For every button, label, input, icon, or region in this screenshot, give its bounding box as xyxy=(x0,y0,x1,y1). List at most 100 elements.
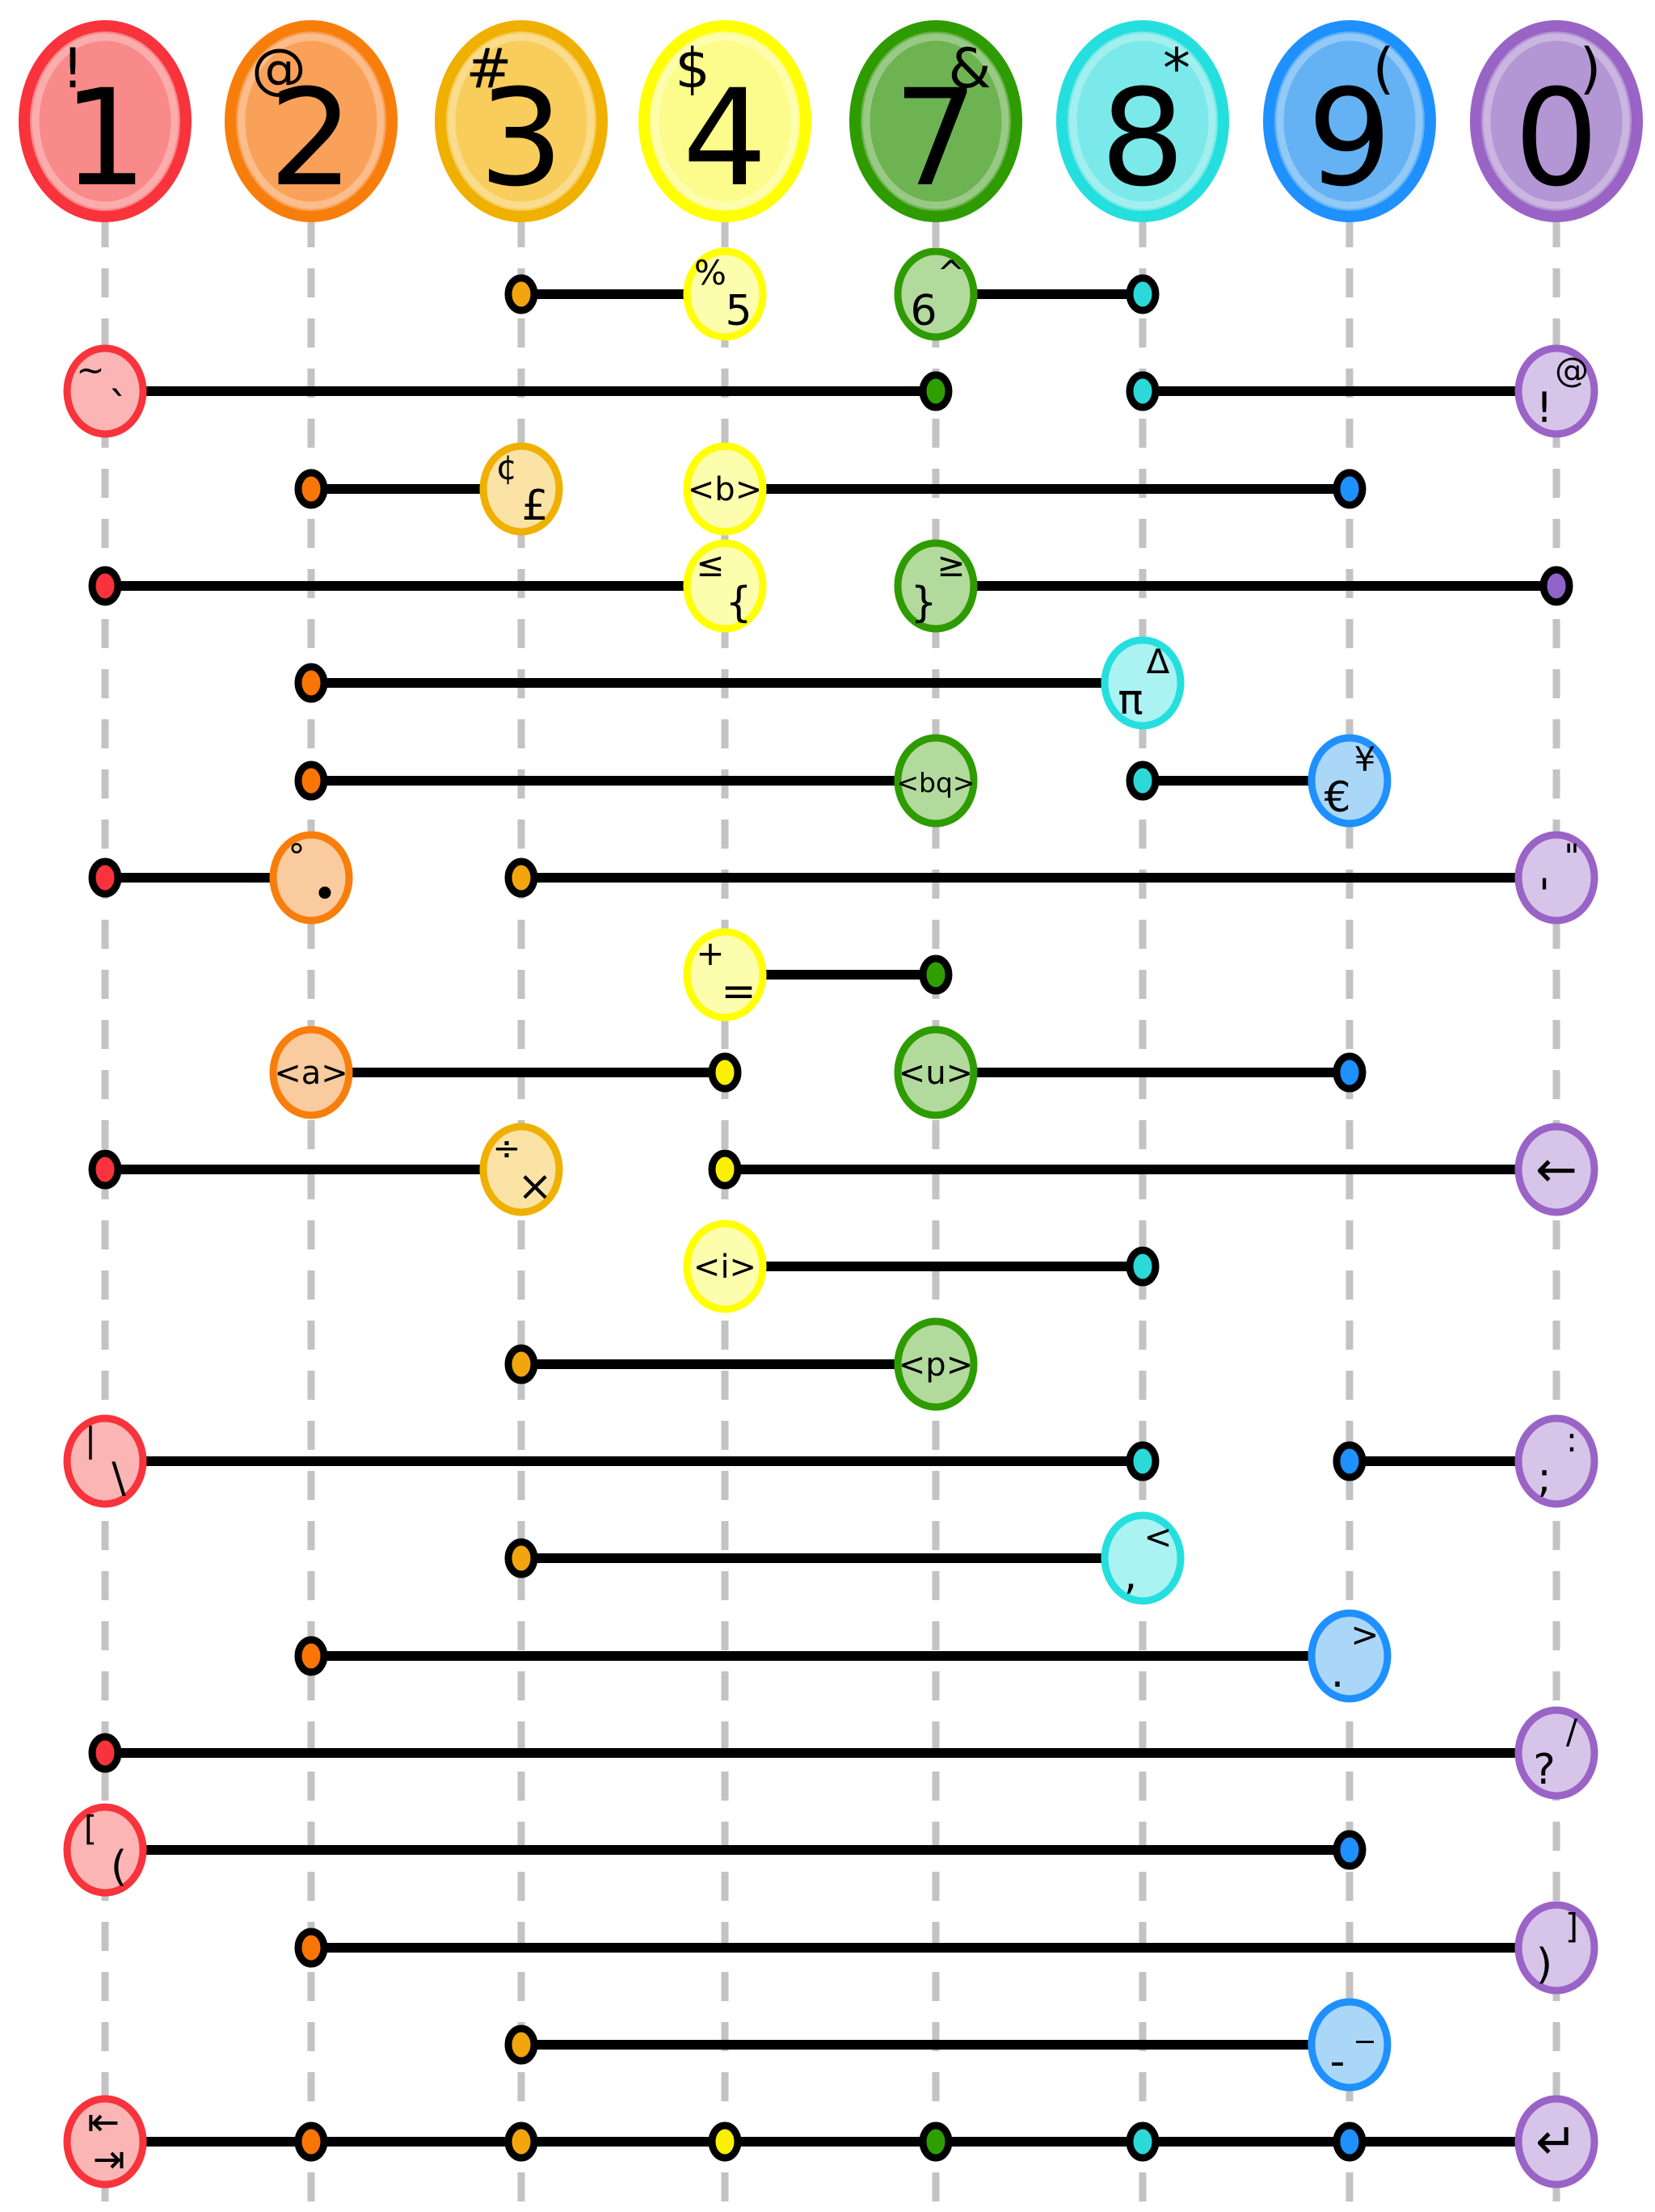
key-plus-equals-bubble xyxy=(683,928,767,1022)
key-pipe-backslash-glyph: | xyxy=(85,1420,96,1460)
key-divide-multiply-glyph: × xyxy=(517,1162,553,1211)
key-tilde-backtick-bubble xyxy=(63,344,147,438)
key-tilde-backtick-glyph: ~ xyxy=(76,350,104,390)
key-apostrophe-doublequote-bubble xyxy=(1514,831,1598,925)
key-degree-bullet: °• xyxy=(269,831,353,925)
key-paragraph-tag: <p> xyxy=(894,1317,978,1411)
header-key-1-bubble xyxy=(19,20,192,222)
header-key-9-bubble xyxy=(1263,20,1436,222)
key-closecurly-greaterequal-glyph: } xyxy=(910,579,937,627)
dot-row4-col-1 xyxy=(88,566,122,606)
key-apostrophe-doublequote-glyph: " xyxy=(1564,836,1579,876)
key-degree-bullet-bubble xyxy=(269,831,353,925)
header-key-7: 7& xyxy=(849,20,1022,222)
key-enter: ↵ xyxy=(1514,2095,1598,2189)
key-closeparen-closebracket-glyph: ) xyxy=(1536,1940,1552,1989)
key-blockquote-tag: <bq> xyxy=(894,734,978,828)
key-question-slash-glyph: / xyxy=(1566,1712,1578,1751)
dot-row7-col-3 xyxy=(504,857,538,898)
dot-row8-col-7 xyxy=(919,954,953,995)
key-lessequal-opencurly: ≤{ xyxy=(683,539,767,633)
dot-row19-col-3 xyxy=(504,2025,538,2065)
key-underline-tag-bubble xyxy=(894,1026,978,1119)
key-6-caret: 6^ xyxy=(894,247,978,341)
key-question-slash-glyph: ? xyxy=(1533,1746,1556,1794)
key-cent-pound-glyph: £ xyxy=(521,482,548,530)
header-key-2-inner-ring xyxy=(238,33,385,209)
header-key-1-inner-ring xyxy=(32,33,179,209)
key-euro-yen: €¥ xyxy=(1308,734,1392,828)
key-comma-lessthan: ,< xyxy=(1101,1511,1185,1605)
key-underline-tag-glyph: <u> xyxy=(899,1055,973,1092)
key-degree-bullet-glyph: ° xyxy=(288,836,305,876)
key-period-greaterthan: .> xyxy=(1308,1609,1392,1703)
dot-row13-col-8 xyxy=(1126,1441,1160,1481)
header-key-3-bubble xyxy=(435,20,608,222)
key-closecurly-greaterequal-bubble xyxy=(894,539,978,633)
dot-row9-col-9 xyxy=(1333,1052,1367,1093)
header-key-2: 2@ xyxy=(225,20,398,222)
key-paragraph-tag-glyph: <p> xyxy=(899,1346,973,1384)
key-period-greaterthan-glyph: > xyxy=(1350,1615,1379,1654)
key-blockquote-tag-glyph: <bq> xyxy=(896,767,975,798)
dot-row20-col-2 xyxy=(294,2121,328,2162)
dot-row15-col-2 xyxy=(294,1636,328,1676)
key-openbracket-openparen-glyph: [ xyxy=(84,1809,97,1848)
dot-row13-col-9 xyxy=(1333,1441,1367,1481)
key-underline-tag: <u> xyxy=(894,1026,978,1119)
header-key-7-bubble xyxy=(849,20,1022,222)
shift-symbol-4: $ xyxy=(675,37,710,101)
key-plus-equals-glyph: = xyxy=(721,967,756,1016)
key-bold-tag: <b> xyxy=(683,442,767,536)
key-period-greaterthan-glyph: . xyxy=(1331,1649,1345,1697)
shift-symbol-3: # xyxy=(466,37,512,101)
key-comma-lessthan-glyph: , xyxy=(1124,1551,1138,1599)
key-hyphen-underscore-glyph: - xyxy=(1330,2037,1345,2086)
dot-row12-col-3 xyxy=(504,1344,538,1384)
key-backspace-bubble xyxy=(1514,1123,1598,1216)
digit-3: 3 xyxy=(479,61,564,216)
dot-row3-col-2 xyxy=(294,469,328,509)
dot-row4-col-0 xyxy=(1539,566,1573,606)
key-closeparen-closebracket-glyph: ] xyxy=(1565,1907,1578,1946)
key-bold-tag-glyph: <b> xyxy=(688,471,762,508)
key-backspace: ← xyxy=(1514,1123,1598,1216)
key-openbracket-openparen-bubble xyxy=(63,1803,147,1897)
dot-row3-col-9 xyxy=(1333,469,1367,509)
header-key-4-bubble xyxy=(638,20,811,222)
dot-row6-col-2 xyxy=(294,761,328,801)
dot-row20-col-7 xyxy=(919,2121,953,2162)
key-pipe-backslash: |\ xyxy=(63,1414,147,1508)
key-pi-delta-glyph: π xyxy=(1118,676,1143,724)
header-key-7-inner-ring xyxy=(862,33,1009,209)
dot-row7-col-1 xyxy=(88,857,122,898)
key-italic-tag-glyph: <i> xyxy=(693,1249,756,1286)
key-hyphen-underscore: -_ xyxy=(1308,1998,1392,2092)
header-key-8-bubble xyxy=(1056,20,1229,222)
key-degree-bullet-glyph: • xyxy=(313,870,338,919)
key-openbracket-openparen: [( xyxy=(63,1803,147,1897)
dot-row2-col-8 xyxy=(1126,371,1160,411)
key-comma-lessthan-bubble xyxy=(1101,1511,1185,1605)
dot-row6-col-8 xyxy=(1126,761,1160,801)
dot-row1-col-8 xyxy=(1126,274,1160,314)
key-pi-delta-bubble xyxy=(1101,636,1185,730)
dot-row20-col-3 xyxy=(504,2121,538,2162)
key-semicolon-colon: ;: xyxy=(1514,1414,1598,1508)
key-lessequal-opencurly-glyph: ≤ xyxy=(696,545,724,584)
key-pi-delta-glyph: Δ xyxy=(1147,642,1170,681)
key-divide-multiply-bubble xyxy=(479,1123,563,1216)
dot-row1-col-3 xyxy=(504,274,538,314)
dot-row20-col-4 xyxy=(708,2121,742,2162)
digit-0: 0 xyxy=(1514,61,1599,216)
header-key-0-bubble xyxy=(1470,20,1643,222)
dot-row10-col-4 xyxy=(708,1149,742,1190)
key-paragraph-tag-bubble xyxy=(894,1317,978,1411)
key-question-slash-bubble xyxy=(1514,1706,1598,1800)
key-italic-tag: <i> xyxy=(683,1220,767,1313)
key-apostrophe-doublequote: '" xyxy=(1514,831,1598,925)
digit-1: 1 xyxy=(63,61,148,216)
